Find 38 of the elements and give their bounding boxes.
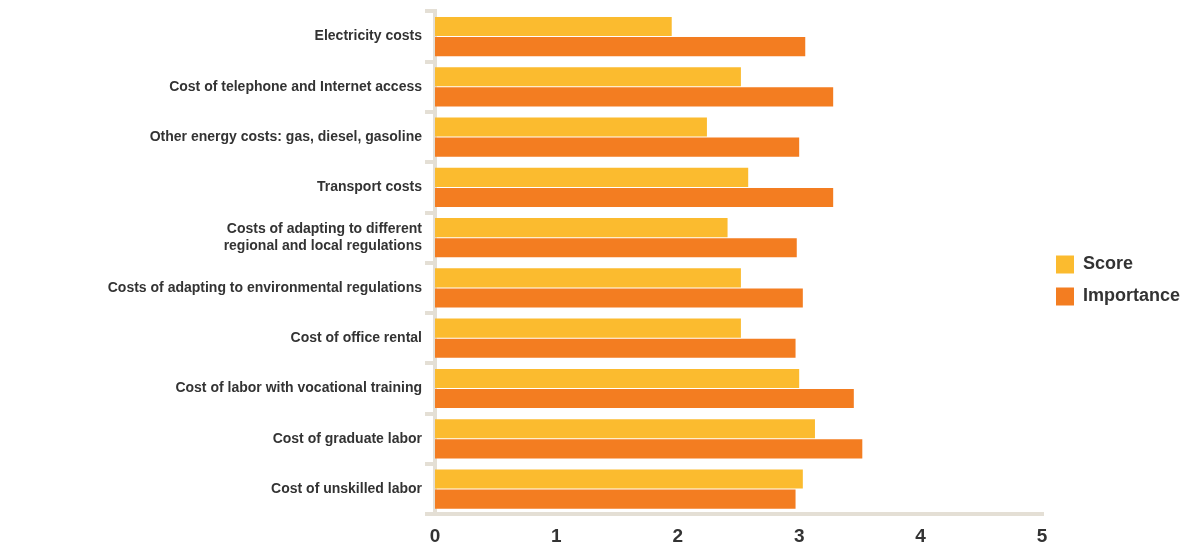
bar [435,368,800,388]
y-tick-label: Costs of adapting to different regional and local regulations [223,220,423,253]
x-tick-label: 5 [1036,524,1048,546]
bar [435,469,803,489]
y-tick-label: Transport costs [316,178,423,195]
legend-label: Importance [1082,285,1181,306]
x-tick-label: 0 [429,524,441,546]
bar [435,238,797,258]
y-tick-label: Cost of office rental [290,329,422,346]
bar [435,87,834,107]
bar [435,187,834,207]
bar [435,16,672,37]
bar [435,268,741,288]
bar [435,318,741,338]
bar [435,218,728,238]
bar [435,419,815,439]
legend-label: Score [1082,253,1134,274]
y-tick-label: Cost of unskilled labor [271,479,423,496]
x-tick-label: 1 [551,524,563,546]
y-tick-label: Electricity costs [314,27,423,44]
x-tick-label: 2 [672,524,684,546]
bar [435,167,749,187]
bar [435,137,800,157]
y-tick-label: Cost of graduate labor [272,429,423,446]
y-tick-label: Cost of telephone and Internet access [169,77,423,94]
x-tick-label: 4 [915,524,927,546]
y-tick-label: Cost of labor with vocational training [175,379,422,396]
bar [435,389,854,409]
x-tick-label: 3 [793,524,805,546]
bar [435,338,796,358]
bar [435,37,806,57]
bar [435,67,741,87]
bar [435,288,803,308]
y-tick-label: Costs of adapting to environmental regulations [107,278,423,295]
bar [435,439,863,459]
bar [435,489,796,509]
y-tick-label: Other energy costs: gas, diesel, gasoline [149,127,423,144]
bar [435,117,707,137]
